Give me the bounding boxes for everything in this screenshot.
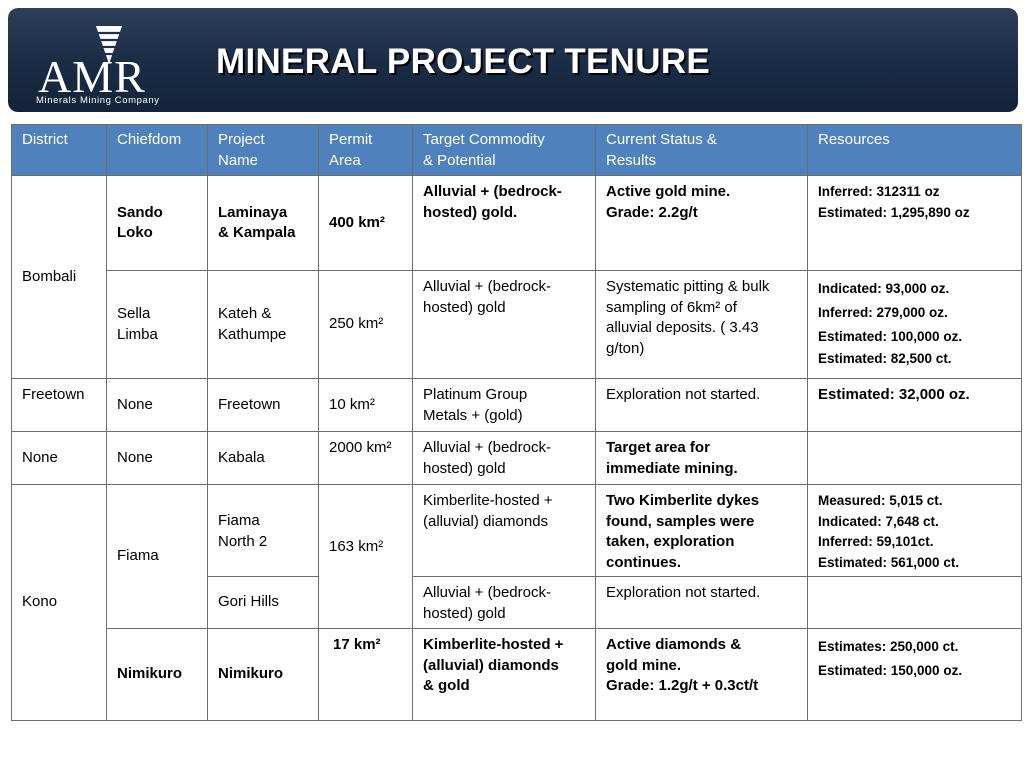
table-row: Bombali Sando Loko Laminaya & Kampala 400 … xyxy=(11,175,1022,379)
logo-wordmark: AMR xyxy=(38,51,146,102)
header-current-status: Current Status & Results xyxy=(595,124,808,176)
cell-project: Nimikuro xyxy=(207,628,319,721)
cell-target: Kimberlite-hosted + (alluvial) diamonds xyxy=(412,484,596,577)
header-chiefdom: Chiefdom xyxy=(106,124,208,176)
cell-target: Alluvial + (bedrock-hosted) gold xyxy=(412,270,596,379)
cell-area: 250 km² xyxy=(318,270,413,379)
table-row: None None Kabala 2000 km² Alluvial + (be… xyxy=(11,431,1022,485)
header-district: District xyxy=(11,124,107,176)
cell-area: 2000 km² xyxy=(318,431,413,485)
cell-district: Kono xyxy=(11,484,107,721)
cell-target: Alluvial + (bedrock-hosted) gold. xyxy=(412,175,596,271)
cell-status: Exploration not started. xyxy=(595,576,808,629)
cell-area: 10 km² xyxy=(318,378,413,432)
table-row: Sella Limba Kateh & Kathumpe 250 km² Alluv… xyxy=(12,270,1022,379)
header-project-name: Project Name xyxy=(207,124,319,176)
table-row: Kono Fiama Fiama North 2 163 km² Kimberli… xyxy=(11,484,1022,721)
cell-project: Gori Hills xyxy=(207,576,319,629)
table-row: Freetown None Freetown 10 km² Platinum G… xyxy=(11,378,1022,432)
cell-resources xyxy=(807,576,1022,629)
logo-subtitle: Minerals Mining Company xyxy=(36,95,160,106)
table-row: Gori Hills Alluvial + (bedrock-hosted) g… xyxy=(12,576,1022,629)
cell-chiefdom: Fiama xyxy=(106,484,208,629)
page-title: MINERAL PROJECT TENURE xyxy=(216,42,711,81)
cell-resources xyxy=(807,431,1022,485)
cell-project: Freetown xyxy=(207,378,319,432)
cell-status: Exploration not started. xyxy=(595,378,808,432)
cell-target: Platinum Group Metals + (gold) xyxy=(412,378,596,432)
cell-status: Target area for immediate mining. xyxy=(595,431,808,485)
cell-status: Two Kimberlite dykes found, samples were t… xyxy=(595,484,808,577)
cell-target: Alluvial + (bedrock-hosted) gold xyxy=(412,431,596,485)
company-logo: AMR Minerals Mining Company xyxy=(30,26,170,112)
cell-resources: Inferred: 312311 oz Estimated: 1,295,890… xyxy=(807,175,1022,271)
cell-status: Active gold mine. Grade: 2.2g/t xyxy=(595,175,808,271)
header-target-commodity: Target Commodity & Potential xyxy=(412,124,596,176)
cell-area: 163 km² xyxy=(318,484,413,629)
header-permit-area: Permit Area xyxy=(318,124,413,176)
cell-district: Bombali xyxy=(11,175,107,379)
header-resources: Resources xyxy=(807,124,1022,176)
header-banner: AMR Minerals Mining Company MINERAL PROJ… xyxy=(8,8,1018,112)
cell-area: 17 km² xyxy=(318,628,413,721)
cell-status: Systematic pitting & bulk sampling of 6km… xyxy=(595,270,808,379)
cell-resources: Estimated: 32,000 oz. xyxy=(807,378,1022,432)
cell-project: Laminaya & Kampala xyxy=(207,175,319,271)
cell-status: Active diamonds & gold mine. Grade: 1.2g/t… xyxy=(595,628,808,721)
cell-target: Alluvial + (bedrock-hosted) gold xyxy=(412,576,596,629)
cell-chiefdom: None xyxy=(106,378,208,432)
table-header-row: District Chiefdom Project Name Permit Area… xyxy=(11,124,1022,176)
cell-chiefdom: Sella Limba xyxy=(106,270,208,379)
table-row: Nimikuro Nimikuro 17 km² Kimberlite-host… xyxy=(12,628,1022,721)
cell-district: None xyxy=(11,431,107,485)
cell-resources: Indicated: 93,000 oz. Inferred: 279,000 … xyxy=(807,270,1022,379)
cell-resources: Estimates: 250,000 ct. Estimated: 150,00… xyxy=(807,628,1022,721)
cell-resources: Measured: 5,015 ct. Indicated: 7,648 ct.… xyxy=(807,484,1022,577)
cell-chiefdom: Sando Loko xyxy=(106,175,208,271)
cell-project: Kabala xyxy=(207,431,319,485)
cell-area: 400 km² xyxy=(318,175,413,271)
cell-district: Freetown xyxy=(11,378,107,432)
cell-chiefdom: None xyxy=(106,431,208,485)
cell-target: Kimberlite-hosted + (alluvial) diamonds & … xyxy=(412,628,596,721)
cell-chiefdom: Nimikuro xyxy=(106,628,208,721)
drill-bit-icon xyxy=(96,26,122,64)
cell-project: Fiama North 2 xyxy=(207,484,319,577)
tenure-table: District Chiefdom Project Name Permit Area… xyxy=(11,124,1022,721)
cell-project: Kateh & Kathumpe xyxy=(207,270,319,379)
